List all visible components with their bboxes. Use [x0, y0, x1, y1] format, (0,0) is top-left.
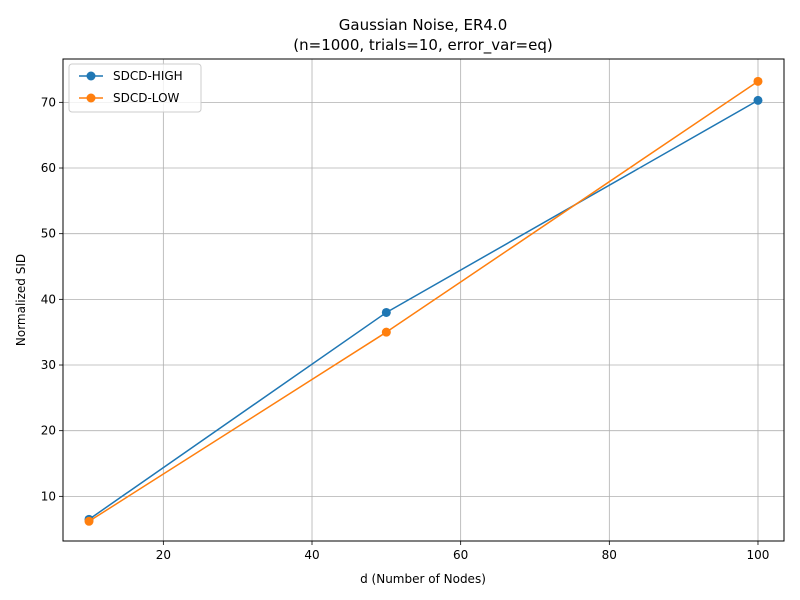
x-tick-label: 100	[747, 548, 770, 562]
series-layer	[84, 76, 763, 526]
axis-ticks: 20 40 60 80 100 10 20 30 40 50 60 70	[41, 95, 770, 562]
y-axis-label: Normalized SID	[14, 254, 28, 346]
x-tick-label: 80	[602, 548, 617, 562]
legend: SDCD-HIGH SDCD-LOW	[68, 63, 202, 113]
y-tick-label: 40	[41, 292, 56, 306]
grid-lines	[63, 59, 784, 541]
y-tick-label: 20	[41, 424, 56, 438]
x-axis-label: d (Number of Nodes)	[360, 572, 486, 586]
y-tick-label: 60	[41, 161, 56, 175]
x-tick-label: 40	[304, 548, 319, 562]
y-tick-label: 70	[41, 95, 56, 109]
legend-marker-sdcd-high	[86, 71, 96, 81]
data-point-sdcd-high	[753, 95, 763, 105]
y-tick-label: 10	[41, 489, 56, 503]
legend-marker-sdcd-low	[86, 93, 96, 103]
chart-subtitle: (n=1000, trials=10, error_var=eq)	[293, 36, 552, 55]
x-tick-label: 60	[453, 548, 468, 562]
legend-label-sdcd-low: SDCD-LOW	[113, 91, 180, 105]
data-point-sdcd-low	[381, 327, 391, 337]
legend-label-sdcd-high: SDCD-HIGH	[113, 69, 183, 83]
plot-frame	[62, 58, 785, 542]
data-point-sdcd-low	[753, 76, 763, 86]
y-tick-label: 50	[41, 227, 56, 241]
chart-title: Gaussian Noise, ER4.0	[339, 16, 508, 34]
x-tick-label: 20	[156, 548, 171, 562]
y-tick-label: 30	[41, 358, 56, 372]
data-point-sdcd-low	[84, 516, 94, 526]
data-point-sdcd-high	[381, 307, 391, 317]
